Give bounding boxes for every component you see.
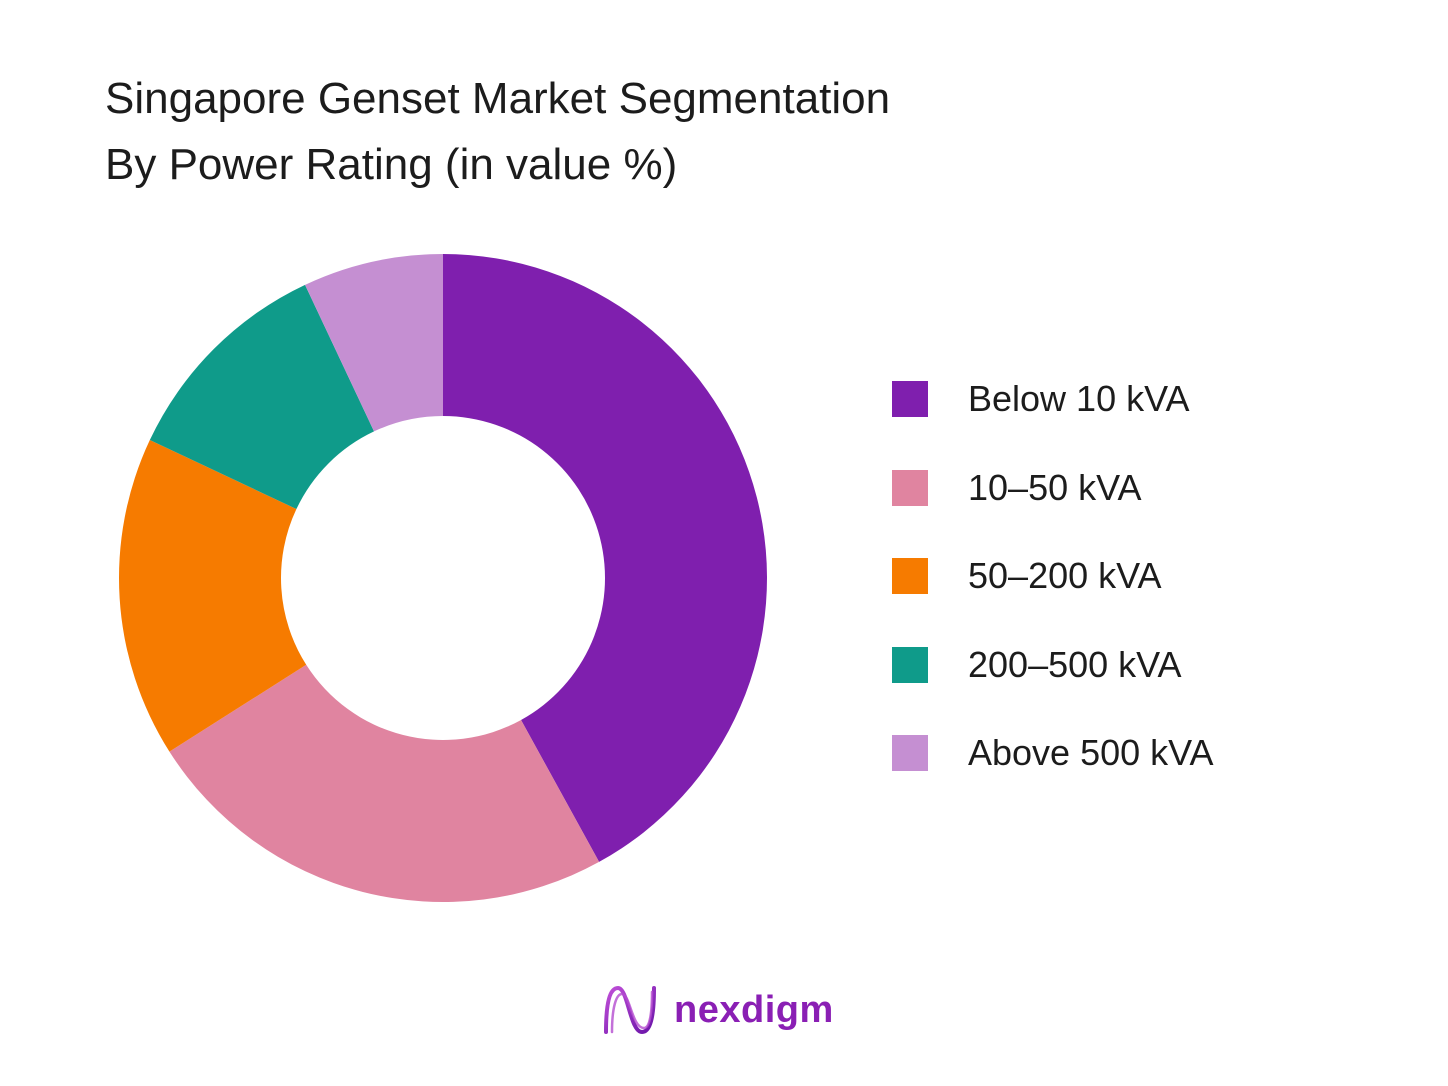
chart-title: Singapore Genset Market Segmentation By … <box>105 66 1105 198</box>
donut-chart <box>119 254 768 902</box>
legend-swatch <box>892 558 928 594</box>
nexdigm-logo-icon <box>604 985 656 1035</box>
legend-swatch <box>892 735 928 771</box>
donut-slice-10-50-kva <box>169 664 600 902</box>
legend-swatch <box>892 381 928 417</box>
legend-label: Below 10 kVA <box>968 378 1190 419</box>
legend-label: 10–50 kVA <box>968 466 1142 508</box>
chart-title-line-1: Singapore Genset Market Segmentation <box>105 74 891 123</box>
brand-name: nexdigm <box>674 988 834 1031</box>
legend-label: 50–200 kVA <box>968 555 1162 596</box>
legend-label: 200–500 kVA <box>968 643 1182 685</box>
legend-swatch <box>892 469 928 506</box>
donut-slice-above-500-kva <box>305 254 443 432</box>
donut-slice-below-10-kva <box>443 254 768 862</box>
donut-slice-50-200-kva <box>119 440 307 752</box>
chart-title-line-2: By Power Rating (in value %) <box>105 140 678 189</box>
donut-slice-200-500-kva <box>149 284 375 510</box>
legend-swatch <box>892 646 928 683</box>
donut-slices <box>119 254 768 902</box>
legend-label: Above 500 kVA <box>968 732 1214 773</box>
brand-logo: nexdigm <box>600 980 834 1040</box>
